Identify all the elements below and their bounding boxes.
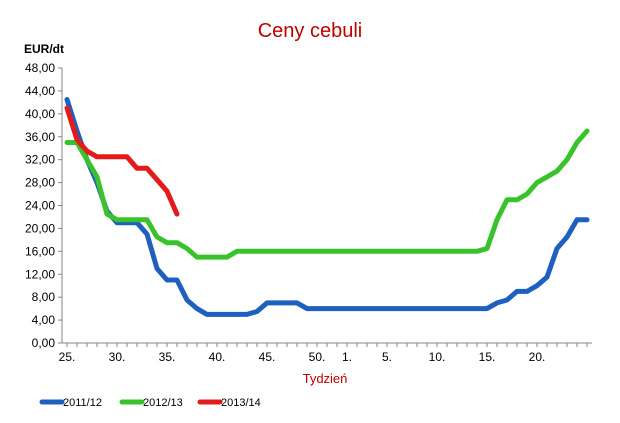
x-tick-label: 15.	[479, 350, 496, 364]
legend-label: 2011/12	[63, 397, 102, 409]
legend-label: 2012/13	[143, 397, 183, 409]
x-tick-label: 1.	[342, 350, 352, 364]
x-tick-label: 25.	[59, 350, 76, 364]
chart-title: Ceny cebuli	[258, 20, 363, 42]
x-axis-label: Tydzień	[303, 371, 348, 386]
series-line-2013-14	[64, 105, 180, 217]
y-tick-label: 0,00	[32, 336, 56, 350]
y-tick-label: 44,00	[25, 84, 55, 98]
y-tick-label: 4,00	[32, 313, 56, 327]
y-axis: 0,00 4,00 8,00 12,00 16,00 20,00 24,00 28,00 32,…	[25, 61, 63, 350]
y-axis-label: EUR/dt	[24, 42, 64, 56]
y-tick-label: 36,00	[25, 130, 55, 144]
y-tick-label: 16,00	[25, 244, 55, 258]
series-lines	[64, 97, 590, 317]
y-tick-label: 8,00	[32, 290, 56, 304]
x-tick-label: 50.	[309, 350, 326, 364]
y-tick-label: 12,00	[25, 267, 55, 281]
x-tick-label: 10.	[429, 350, 446, 364]
x-tick-label: 20.	[529, 350, 546, 364]
x-axis: 25. 30. 35. 40. 45. 50. 1. 5. 10. 15. 20.	[59, 342, 592, 364]
y-tick-label: 40,00	[25, 107, 55, 121]
x-tick-label: 5.	[382, 350, 392, 364]
x-tick-label: 35.	[159, 350, 176, 364]
y-tick-label: 48,00	[25, 61, 55, 75]
y-tick-label: 20,00	[25, 221, 55, 235]
legend: 2011/12 2012/13 2013/14	[39, 397, 261, 409]
x-tick-label: 30.	[109, 350, 126, 364]
legend-label: 2013/14	[221, 397, 261, 409]
y-tick-label: 32,00	[25, 153, 55, 167]
series-line-2011-12	[64, 97, 590, 317]
series-line-2012-13	[64, 128, 590, 260]
x-tick-label: 40.	[209, 350, 226, 364]
x-tick-label: 45.	[259, 350, 276, 364]
y-tick-label: 28,00	[25, 176, 55, 190]
y-tick-label: 24,00	[25, 199, 55, 213]
